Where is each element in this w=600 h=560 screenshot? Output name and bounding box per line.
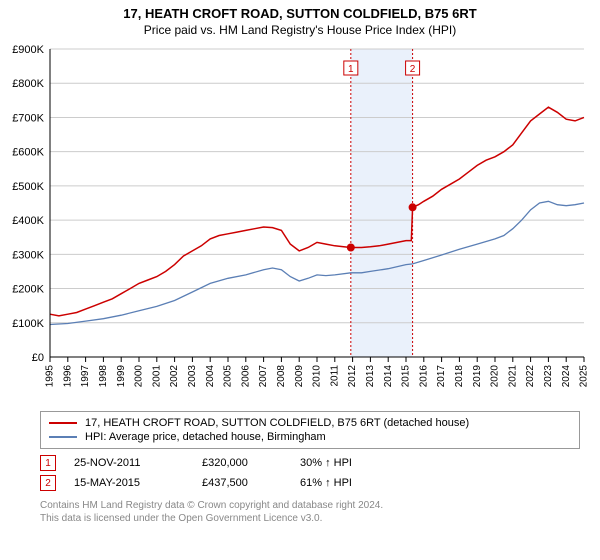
legend-label: HPI: Average price, detached house, Birm… [85, 431, 326, 443]
x-tick-label: 2003 [187, 365, 198, 388]
y-tick-label: £500K [12, 181, 44, 193]
y-tick-label: £600K [12, 147, 44, 159]
x-tick-label: 2004 [205, 365, 216, 388]
y-tick-label: £100K [12, 318, 44, 330]
y-tick-label: £0 [32, 352, 44, 364]
x-tick-label: 2009 [294, 365, 305, 388]
event-date: 15-MAY-2015 [74, 477, 184, 489]
x-tick-label: 1996 [62, 365, 73, 388]
footer: Contains HM Land Registry data © Crown c… [40, 499, 580, 525]
event-marker-id: 1 [348, 64, 354, 75]
x-tick-label: 2000 [134, 365, 145, 388]
legend-label: 17, HEATH CROFT ROAD, SUTTON COLDFIELD, … [85, 417, 469, 429]
x-tick-label: 1997 [80, 365, 91, 388]
x-tick-label: 2006 [240, 365, 251, 388]
x-tick-label: 2022 [525, 365, 536, 388]
legend-row: HPI: Average price, detached house, Birm… [49, 430, 571, 444]
chart-title: 17, HEATH CROFT ROAD, SUTTON COLDFIELD, … [0, 6, 600, 21]
x-tick-label: 2011 [329, 365, 340, 387]
event-id-box: 2 [40, 475, 56, 491]
x-tick-label: 2021 [507, 365, 518, 388]
x-tick-label: 2013 [365, 365, 376, 388]
y-tick-label: £800K [12, 78, 44, 90]
x-tick-label: 2024 [561, 365, 572, 388]
x-tick-label: 2020 [490, 365, 501, 388]
legend: 17, HEATH CROFT ROAD, SUTTON COLDFIELD, … [40, 411, 580, 449]
x-tick-label: 2017 [436, 365, 447, 388]
event-delta: 30% ↑ HPI [300, 457, 352, 469]
event-date: 25-NOV-2011 [74, 457, 184, 469]
event-row: 2 15-MAY-2015 £437,500 61% ↑ HPI [40, 473, 580, 493]
footer-line-2: This data is licensed under the Open Gov… [40, 512, 580, 525]
highlight-band [351, 49, 413, 357]
legend-swatch [49, 436, 77, 438]
event-row: 1 25-NOV-2011 £320,000 30% ↑ HPI [40, 453, 580, 473]
x-tick-label: 1999 [116, 365, 127, 388]
x-tick-label: 2025 [579, 365, 590, 388]
events-table: 1 25-NOV-2011 £320,000 30% ↑ HPI 2 15-MAY-201… [40, 453, 580, 493]
x-tick-label: 2005 [223, 365, 234, 388]
event-delta: 61% ↑ HPI [300, 477, 352, 489]
event-marker-id: 2 [410, 64, 416, 75]
legend-swatch [49, 422, 77, 424]
x-tick-label: 2012 [347, 365, 358, 388]
chart-svg: £0 £100K £200K £300K £400K £500K £600K £700K £80… [0, 43, 600, 403]
event-price: £437,500 [202, 477, 282, 489]
x-tick-label: 2023 [543, 365, 554, 388]
y-tick-label: £300K [12, 249, 44, 261]
y-tick-label: £700K [12, 112, 44, 124]
chart-subtitle: Price paid vs. HM Land Registry's House … [0, 23, 600, 37]
x-tick-label: 2016 [418, 365, 429, 388]
footer-line-1: Contains HM Land Registry data © Crown c… [40, 499, 580, 512]
y-tick-label: £900K [12, 44, 44, 56]
y-tick-label: £400K [12, 215, 44, 227]
event-price: £320,000 [202, 457, 282, 469]
y-tick-label: £200K [12, 284, 44, 296]
legend-row: 17, HEATH CROFT ROAD, SUTTON COLDFIELD, … [49, 416, 571, 430]
x-tick-label: 2002 [169, 365, 180, 388]
x-tick-label: 2008 [276, 365, 287, 388]
x-tick-label: 2018 [454, 365, 465, 388]
x-tick-label: 2001 [151, 365, 162, 388]
chart-area: £0 £100K £200K £300K £400K £500K £600K £700K £80… [0, 43, 600, 403]
x-tick-label: 2019 [472, 365, 483, 388]
x-tick-label: 1995 [45, 365, 56, 388]
x-tick-label: 2010 [312, 365, 323, 388]
x-tick-label: 2014 [383, 365, 394, 388]
x-tick-label: 2007 [258, 365, 269, 388]
event-id-box: 1 [40, 455, 56, 471]
x-tick-label: 2015 [401, 365, 412, 388]
x-tick-label: 1998 [98, 365, 109, 388]
